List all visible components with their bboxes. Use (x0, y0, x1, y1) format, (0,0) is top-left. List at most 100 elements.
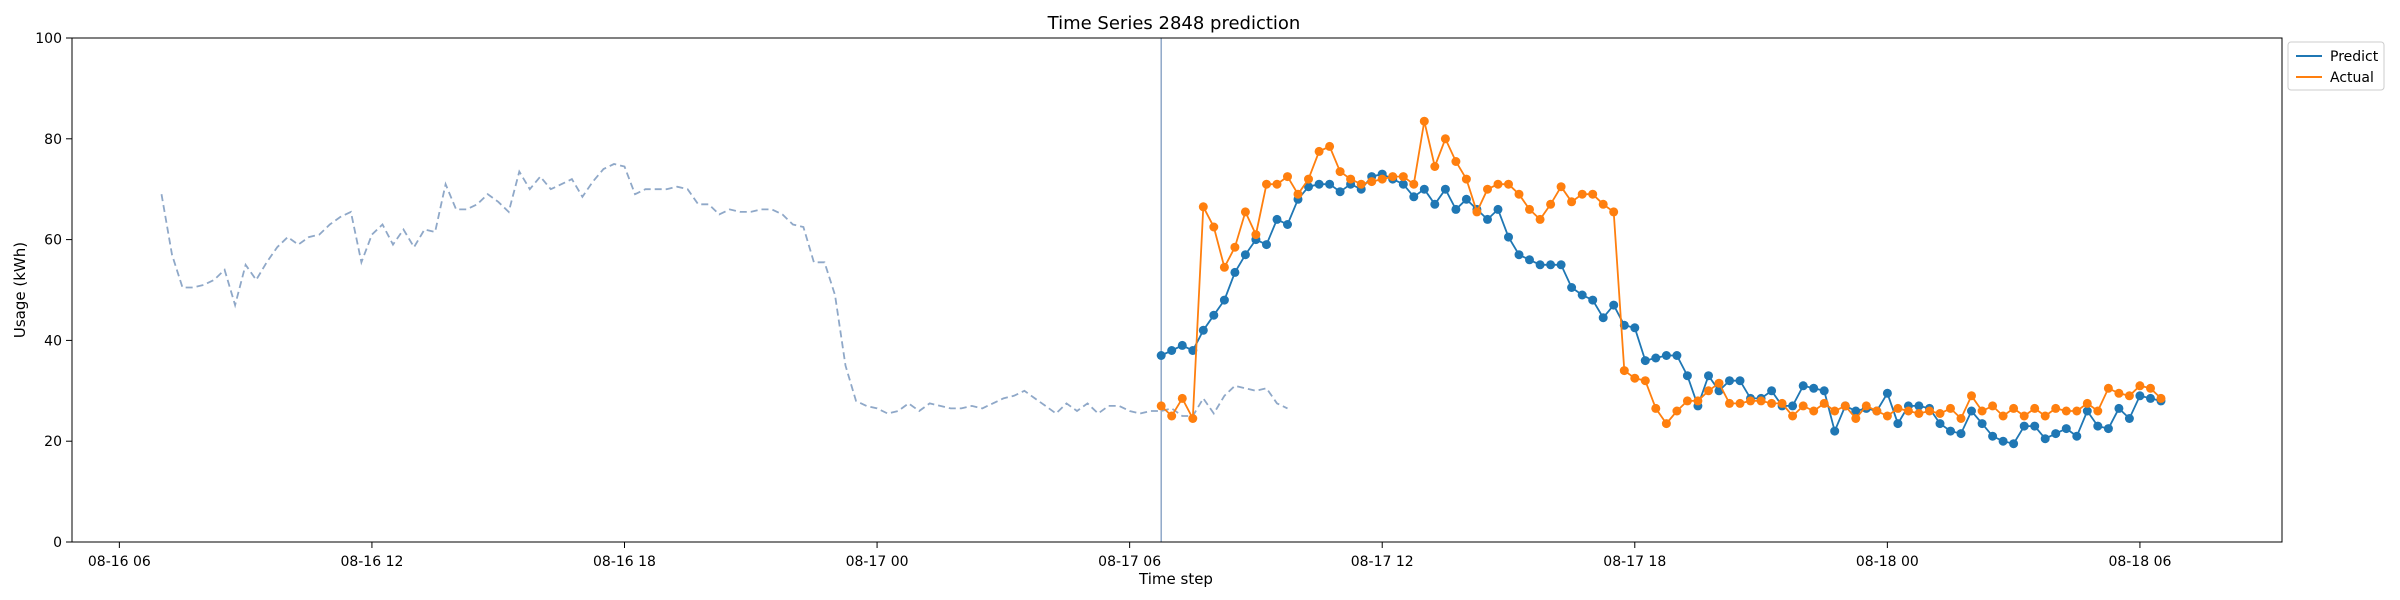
actual-point (1188, 414, 1198, 423)
actual-point (2124, 391, 2134, 401)
legend: Predict Actual (2287, 41, 2385, 91)
y-tick-label: 0 (53, 535, 62, 551)
predict-point (2135, 391, 2145, 401)
actual-point (1377, 174, 1387, 184)
actual-point (1472, 207, 1482, 217)
actual-point (1651, 403, 1661, 413)
y-tick-label: 80 (44, 132, 62, 148)
predict-point (1651, 353, 1661, 363)
predict-point (1577, 290, 1587, 300)
predict-point (1967, 406, 1976, 416)
x-tick-label: 08-18 06 (2108, 554, 2171, 570)
predict-point (1588, 295, 1598, 305)
predict-point (1893, 419, 1903, 429)
predict-point (1335, 187, 1345, 197)
actual-point (1725, 398, 1734, 408)
actual-point (1714, 378, 1724, 388)
predict-point (1567, 283, 1577, 292)
actual-point (1903, 406, 1913, 416)
x-tick-label: 08-18 00 (1856, 554, 1919, 570)
actual-point (1693, 396, 1703, 406)
predict-point (1661, 351, 1671, 360)
predict-point (1177, 340, 1187, 350)
actual-point (1177, 393, 1187, 403)
actual-point (1609, 207, 1619, 217)
y-tick-label: 100 (35, 31, 62, 47)
predict-point (1851, 406, 1861, 416)
predict-point (1546, 260, 1556, 270)
predict-point (1514, 250, 1524, 260)
actual-point (1767, 398, 1777, 408)
actual-point (1809, 406, 1819, 416)
predict-point (1198, 325, 1208, 335)
actual-point (1619, 366, 1629, 376)
actual-point (2103, 383, 2113, 393)
predict-point (1935, 419, 1945, 429)
actual-point (1483, 184, 1492, 194)
actual-point (1925, 406, 1934, 416)
predict-point (2093, 421, 2103, 431)
predict-point (1640, 356, 1650, 366)
predict-point (1956, 429, 1966, 439)
actual-point (1788, 411, 1798, 421)
predict-point (1167, 346, 1177, 355)
actual-point (1356, 179, 1366, 189)
predict-point (1398, 179, 1408, 189)
predict-point (2082, 406, 2092, 416)
actual-point (1398, 172, 1408, 182)
predict-point (1314, 179, 1324, 189)
legend-label-predict: Predict (2330, 49, 2379, 65)
actual-point (1230, 242, 1240, 252)
actual-point (1956, 414, 1966, 423)
predict-point (2009, 439, 2019, 449)
actual-point (2040, 411, 2050, 421)
predict-point (1461, 194, 1471, 204)
actual-point (1535, 214, 1545, 224)
actual-point (1251, 230, 1261, 240)
actual-point (1882, 411, 1892, 421)
actual-point (2114, 388, 2124, 398)
x-tick-label: 08-16 18 (593, 554, 656, 570)
predict-point (1809, 383, 1819, 393)
legend-label-actual: Actual (2330, 70, 2374, 86)
predict-point (1819, 386, 1829, 396)
actual-point (1682, 396, 1692, 406)
actual-point (1746, 396, 1755, 406)
predict-point (2051, 429, 2061, 439)
chart-title: Time Series 2848 prediction (1047, 13, 1301, 34)
actual-point (1567, 197, 1577, 207)
actual-point (1325, 141, 1335, 151)
actual-point (2135, 381, 2145, 391)
actual-point (1461, 174, 1471, 184)
predict-point (1451, 204, 1461, 214)
predict-point (1725, 376, 1734, 386)
actual-point (1504, 179, 1513, 189)
predict-point (1704, 371, 1713, 381)
predict-point (1230, 267, 1240, 277)
predict-point (1219, 295, 1229, 305)
actual-point (1630, 373, 1640, 383)
actual-point (1367, 177, 1377, 187)
predict-point (1682, 371, 1692, 381)
actual-point (2156, 393, 2166, 403)
actual-point (1546, 199, 1556, 209)
predict-point (2019, 421, 2029, 431)
predict-point (1535, 260, 1545, 270)
actual-point (1756, 396, 1766, 406)
predict-point (1735, 376, 1745, 386)
actual-point (2030, 403, 2040, 413)
x-axis-title: Time step (1138, 570, 1213, 588)
actual-point (1156, 401, 1166, 411)
predict-point (1556, 260, 1566, 270)
actual-point (1704, 386, 1713, 396)
actual-point (1240, 207, 1250, 217)
actual-point (1556, 182, 1566, 192)
predict-point (1882, 388, 1892, 398)
actual-point (1598, 199, 1608, 209)
actual-point (1346, 174, 1356, 184)
actual-point (1661, 419, 1671, 429)
predict-point (2114, 403, 2124, 413)
predict-point (1209, 310, 1219, 320)
